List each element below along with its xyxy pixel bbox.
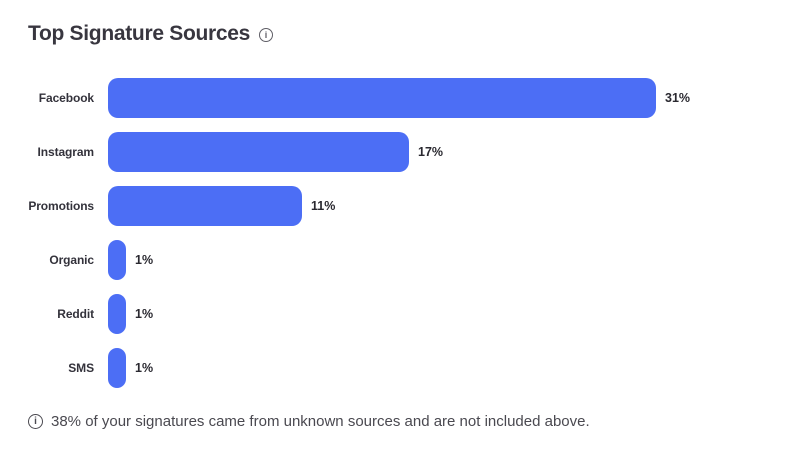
bar-row: SMS 1% [28, 341, 800, 395]
bar-chart: Facebook 31% Instagram 17% Promotions 11… [28, 71, 800, 395]
bar-value-label: 1% [135, 253, 154, 267]
bar-row: Reddit 1% [28, 287, 800, 341]
page: Top Signature Sources i Facebook 31% Ins… [28, 22, 800, 431]
title-info-icon[interactable]: i [259, 28, 274, 42]
bar-value-label: 11% [311, 199, 336, 213]
bar-category-label: Instagram [37, 145, 95, 159]
bar-wrap: 1% [108, 240, 153, 280]
bar-row: Promotions 11% [28, 179, 800, 233]
bar-row: Instagram 17% [28, 125, 800, 179]
bar-category-label: Organic [49, 253, 94, 267]
bar-wrap: 31% [108, 78, 690, 118]
bar[interactable] [108, 186, 302, 226]
bar[interactable] [108, 348, 126, 388]
bar[interactable] [108, 132, 409, 172]
bar[interactable] [108, 294, 126, 334]
bar-value-label: 17% [418, 145, 444, 159]
bar-wrap: 1% [108, 294, 153, 334]
bar-category-label: SMS [68, 361, 94, 375]
bar[interactable] [108, 240, 126, 280]
bar-wrap: 11% [108, 186, 335, 226]
chart-header: Top Signature Sources i [28, 22, 800, 46]
bar-category-label: Promotions [28, 199, 94, 213]
bar-value-label: 1% [135, 307, 154, 321]
bar[interactable] [108, 78, 656, 118]
bar-row: Organic 1% [28, 233, 800, 287]
bar-wrap: 1% [108, 348, 153, 388]
bar-category-label: Facebook [38, 91, 94, 105]
footnote: i 38% of your signatures came from unkno… [28, 412, 800, 431]
bar-row: Facebook 31% [28, 71, 800, 125]
bar-value-label: 31% [665, 91, 691, 105]
chart-title: Top Signature Sources [28, 22, 251, 45]
bar-value-label: 1% [135, 361, 154, 375]
footnote-info-icon[interactable]: i [28, 414, 43, 429]
bar-wrap: 17% [108, 132, 443, 172]
bar-category-label: Reddit [57, 307, 94, 321]
footnote-text: 38% of your signatures came from unknown… [51, 413, 590, 430]
